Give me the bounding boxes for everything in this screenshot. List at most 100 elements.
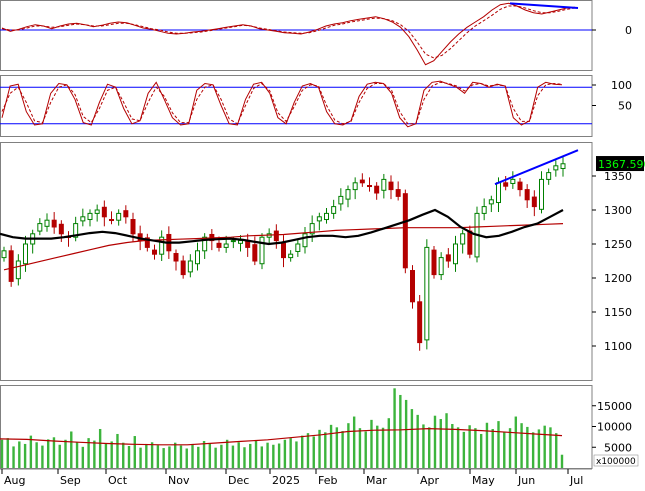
- volume-bar: [237, 442, 240, 468]
- volume-bar: [439, 419, 442, 468]
- candle-body: [331, 206, 337, 214]
- price-tick-1350: 1350: [604, 170, 632, 183]
- volume-bar: [387, 418, 391, 468]
- candle-body: [80, 216, 86, 222]
- candle-body: [230, 240, 236, 243]
- volume-bar: [537, 429, 541, 468]
- volume-bar: [485, 422, 489, 468]
- volume-bar: [289, 438, 292, 468]
- volume-bar: [474, 428, 477, 468]
- volume-bar: [335, 427, 339, 468]
- volume-bar: [122, 442, 125, 468]
- candle-body: [517, 181, 523, 191]
- volume-bar: [231, 445, 235, 468]
- candle-body: [395, 189, 401, 197]
- x-tick-label: Nov: [168, 474, 190, 487]
- volume-bar: [445, 413, 448, 468]
- volume-bar: [75, 442, 79, 468]
- volume-bar: [0, 439, 4, 468]
- volume-bar: [185, 448, 188, 468]
- candle-body: [159, 236, 165, 255]
- x-tick-label: Aug: [4, 474, 25, 487]
- volume-bar: [514, 416, 518, 468]
- volume-bar: [12, 446, 15, 468]
- volume-bar: [306, 433, 310, 468]
- volume-bar: [156, 445, 160, 468]
- candle-body: [101, 206, 107, 218]
- candle-body: [524, 189, 530, 201]
- volume-tick-15000: 15000: [597, 400, 632, 413]
- volume-bar: [503, 431, 506, 468]
- volume-bar: [220, 444, 223, 468]
- candle-body: [309, 223, 315, 235]
- volume-bar: [508, 428, 512, 468]
- volume-bar: [139, 447, 142, 468]
- price-candles: [1, 156, 566, 351]
- volume-bar: [41, 445, 44, 468]
- last-price-badge: [596, 156, 644, 172]
- price-trendline: [494, 149, 579, 186]
- x-tick-label: Jul: [569, 474, 583, 487]
- candle-body: [51, 219, 57, 228]
- candle-body: [431, 249, 437, 276]
- volume-bar: [468, 425, 471, 468]
- volume-bar: [301, 435, 304, 468]
- volume-bar: [520, 423, 523, 468]
- volume-bar: [531, 432, 535, 468]
- candle-body: [273, 230, 279, 242]
- candle-body: [152, 249, 157, 255]
- volume-bar: [341, 431, 344, 468]
- volume-bar: [260, 446, 263, 468]
- candle-body: [223, 243, 229, 248]
- volume-bar: [399, 394, 402, 468]
- candle-body: [288, 253, 294, 259]
- price-tick-1150: 1150: [604, 306, 632, 319]
- candle-body: [109, 219, 114, 222]
- volume-bar: [98, 428, 102, 468]
- volume-bar: [104, 443, 108, 468]
- volume-bar: [318, 429, 321, 468]
- candle-body: [453, 243, 458, 265]
- candle-body: [123, 210, 129, 218]
- volume-bar: [93, 440, 96, 468]
- x-tick-label: Apr: [420, 474, 440, 487]
- candle-body: [381, 178, 387, 191]
- x-tick-label: Jun: [517, 474, 535, 487]
- volume-bar: [81, 446, 85, 468]
- volume-bar: [127, 446, 131, 468]
- candle-body: [94, 209, 100, 214]
- volume-bar: [266, 442, 269, 468]
- candle-body: [531, 196, 537, 208]
- price-tick-1300: 1300: [604, 204, 632, 217]
- candle-body: [345, 189, 351, 200]
- volume-bar: [283, 439, 287, 468]
- volume-bar: [404, 399, 408, 468]
- volume-bars: [0, 388, 564, 468]
- volume-bar: [64, 439, 67, 468]
- x-tick-label: Feb: [318, 474, 337, 487]
- x-tick-label: Sep: [60, 474, 81, 487]
- macd-signal-line: [1, 5, 576, 59]
- volume-bar: [6, 438, 9, 468]
- candle-body: [180, 260, 186, 276]
- volume-bar: [58, 444, 61, 468]
- candle-body: [560, 163, 566, 170]
- volume-bar: [560, 454, 564, 468]
- candle-body: [481, 206, 487, 214]
- price-panel-frame: [0, 142, 593, 381]
- volume-bar: [162, 448, 165, 468]
- volume-bar: [543, 425, 546, 468]
- volume-bar: [479, 433, 483, 468]
- volume-bar: [208, 443, 212, 468]
- volume-bar: [35, 442, 38, 468]
- volume-bar: [462, 431, 466, 468]
- volume-bar: [23, 443, 27, 468]
- volume-bar: [168, 446, 171, 468]
- candle-body: [410, 270, 415, 303]
- price-tick-1200: 1200: [604, 272, 632, 285]
- candle-body: [8, 250, 14, 282]
- volume-tick-10000: 10000: [597, 421, 632, 434]
- candle-body: [324, 212, 329, 221]
- candle-body: [202, 236, 208, 252]
- volume-bar: [393, 388, 396, 468]
